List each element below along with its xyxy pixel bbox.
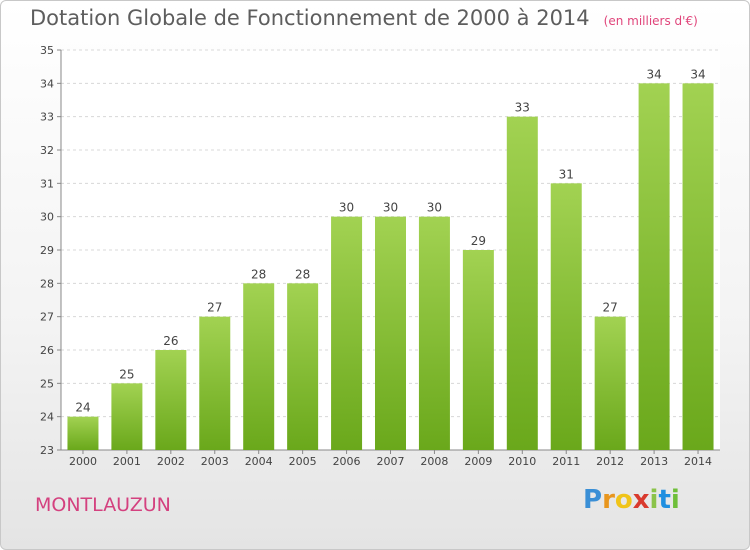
bar [331,216,363,450]
x-tick-label: 2008 [420,455,448,468]
bar-value-label: 25 [119,367,134,381]
bar [199,316,231,450]
bar [111,383,143,450]
proxiti-logo: Proxiti [583,485,680,515]
bar [287,283,319,450]
bar [682,83,714,450]
y-tick-label: 30 [40,211,54,224]
chart-title-text: Dotation Globale de Fonctionnement de 20… [30,6,590,30]
bar [638,83,670,450]
x-tick-label: 2000 [69,455,97,468]
bar-value-label: 29 [471,234,486,248]
y-tick-label: 33 [40,111,54,124]
logo-letter: r [602,485,615,515]
logo-letter: P [583,485,603,515]
x-tick-label: 2013 [640,455,668,468]
logo-letter: i [670,485,680,515]
y-tick-label: 23 [40,444,54,457]
bar [155,350,187,450]
bar-value-label: 34 [690,67,705,81]
x-tick-label: 2014 [684,455,712,468]
commune-name: MONTLAUZUN [35,494,171,516]
y-tick-label: 24 [40,411,54,424]
y-tick-label: 35 [40,44,54,57]
bar [506,116,538,451]
x-tick-label: 2009 [464,455,492,468]
y-tick-label: 32 [40,144,54,157]
bar [462,250,494,450]
x-tick-label: 2010 [508,455,536,468]
y-tick-label: 25 [40,377,54,390]
bar-value-label: 27 [207,301,222,315]
bar-value-label: 31 [559,167,574,181]
bar-value-label: 30 [427,201,442,215]
y-tick-label: 29 [40,244,54,257]
chart-subtitle: (en milliers d'€) [603,14,698,28]
bar [594,316,626,450]
bar [243,283,275,450]
logo-letter: x [632,485,650,515]
chart-title: Dotation Globale de Fonctionnement de 20… [30,6,698,30]
logo-letter: t [658,485,671,515]
y-tick-label: 26 [40,344,54,357]
bar-value-label: 30 [339,201,354,215]
x-tick-label: 2012 [596,455,624,468]
x-tick-label: 2007 [377,455,405,468]
logo-letter: i [649,485,659,515]
x-tick-label: 2002 [157,455,185,468]
bar-value-label: 26 [163,334,178,348]
y-tick-label: 31 [40,177,54,190]
x-tick-label: 2004 [245,455,273,468]
x-tick-label: 2011 [552,455,580,468]
bar [67,416,99,450]
y-tick-label: 28 [40,277,54,290]
bar-value-label: 34 [646,67,661,81]
bar-value-label: 30 [383,201,398,215]
x-tick-label: 2001 [113,455,141,468]
bar-value-label: 28 [295,267,310,281]
bar-value-label: 28 [251,267,266,281]
y-tick-label: 27 [40,311,54,324]
bar-value-label: 24 [75,401,90,415]
y-tick-label: 34 [40,77,54,90]
logo-letter: o [614,485,633,515]
x-tick-label: 2005 [289,455,317,468]
x-tick-label: 2003 [201,455,229,468]
x-tick-label: 2006 [333,455,361,468]
bar [375,216,406,450]
bar-value-label: 27 [603,301,618,315]
bar [550,183,582,451]
bar-value-label: 33 [515,101,530,115]
bar [418,216,450,450]
